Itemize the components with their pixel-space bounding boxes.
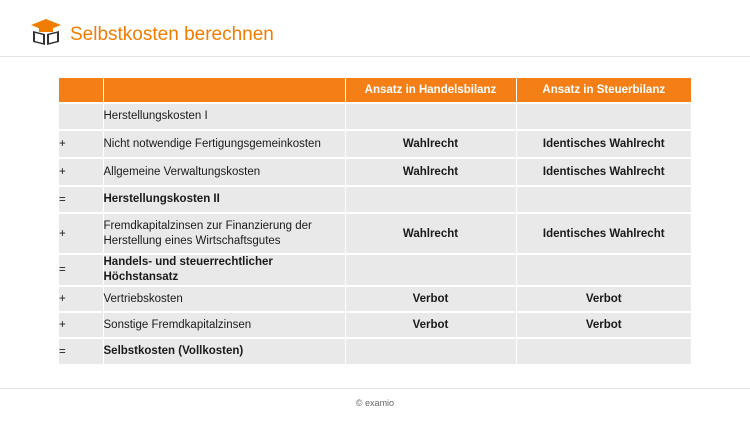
row-label: Sonstige Fremdkapitalzinsen <box>102 311 345 338</box>
row-steuerbilanz: Verbot <box>515 285 691 312</box>
row-steuerbilanz: Identisches Wahlrecht <box>515 157 691 186</box>
row-handelsbilanz: Verbot <box>344 285 516 312</box>
row-label: Fremdkapitalzinsen zur Finanzierung der … <box>102 212 345 254</box>
footer-copyright: © examio <box>355 398 395 408</box>
row-handelsbilanz: Wahlrecht <box>344 212 516 254</box>
table-row: + Nicht notwendige Fertigungsgemeinkoste… <box>59 129 691 158</box>
row-steuerbilanz: Identisches Wahlrecht <box>515 129 691 158</box>
table-header-row: Ansatz in Handelsbilanz Ansatz in Steuer… <box>59 78 691 103</box>
row-label: Herstellungskosten I <box>102 102 345 130</box>
header-handelsbilanz: Ansatz in Handelsbilanz <box>344 78 516 103</box>
header-label <box>102 78 345 103</box>
table-row: + Allgemeine Verwaltungskosten Wahlrecht… <box>59 157 691 186</box>
row-handelsbilanz: Verbot <box>344 311 516 338</box>
row-operator: + <box>59 157 103 186</box>
row-handelsbilanz <box>344 185 516 213</box>
row-steuerbilanz <box>515 185 691 213</box>
table-row: + Fremdkapitalzinsen zur Finanzierung de… <box>59 212 691 254</box>
row-label: Vertriebskosten <box>102 285 345 312</box>
table-row: Herstellungskosten I <box>59 102 691 130</box>
row-operator: = <box>59 337 103 364</box>
cost-table: Ansatz in Handelsbilanz Ansatz in Steuer… <box>59 78 691 364</box>
row-steuerbilanz: Identisches Wahlrecht <box>515 212 691 254</box>
row-operator: + <box>59 311 103 338</box>
row-label: Herstellungskosten II <box>102 185 345 213</box>
row-handelsbilanz <box>344 102 516 130</box>
table-row: + Sonstige Fremdkapitalzinsen Verbot Ver… <box>59 311 691 338</box>
table-row: = Herstellungskosten II <box>59 185 691 213</box>
row-steuerbilanz <box>515 253 691 286</box>
row-label: Selbstkosten (Vollkosten) <box>102 337 345 364</box>
graduation-book-icon <box>31 19 61 45</box>
header-op <box>59 78 103 103</box>
row-handelsbilanz <box>344 337 516 364</box>
row-handelsbilanz <box>344 253 516 286</box>
row-label: Allgemeine Verwaltungskosten <box>102 157 345 186</box>
footer-divider <box>0 388 750 389</box>
row-handelsbilanz: Wahlrecht <box>344 157 516 186</box>
row-operator: + <box>59 212 103 254</box>
row-label: Nicht notwendige Fertigungsgemeinkosten <box>102 129 345 158</box>
header: Selbstkosten berechnen <box>0 0 750 57</box>
row-operator: + <box>59 129 103 158</box>
row-steuerbilanz <box>515 337 691 364</box>
row-operator: + <box>59 285 103 312</box>
row-label: Handels- und steuerrechtlicher Höchstans… <box>102 253 345 286</box>
row-handelsbilanz: Wahlrecht <box>344 129 516 158</box>
row-operator: = <box>59 185 103 213</box>
row-operator <box>59 102 103 130</box>
table-row: = Handels- und steuerrechtlicher Höchsta… <box>59 253 691 286</box>
table-row: + Vertriebskosten Verbot Verbot <box>59 285 691 312</box>
row-operator: = <box>59 253 103 286</box>
row-steuerbilanz <box>515 102 691 130</box>
row-steuerbilanz: Verbot <box>515 311 691 338</box>
header-steuerbilanz: Ansatz in Steuerbilanz <box>515 78 691 103</box>
table-row: = Selbstkosten (Vollkosten) <box>59 337 691 364</box>
page-title: Selbstkosten berechnen <box>70 24 274 45</box>
